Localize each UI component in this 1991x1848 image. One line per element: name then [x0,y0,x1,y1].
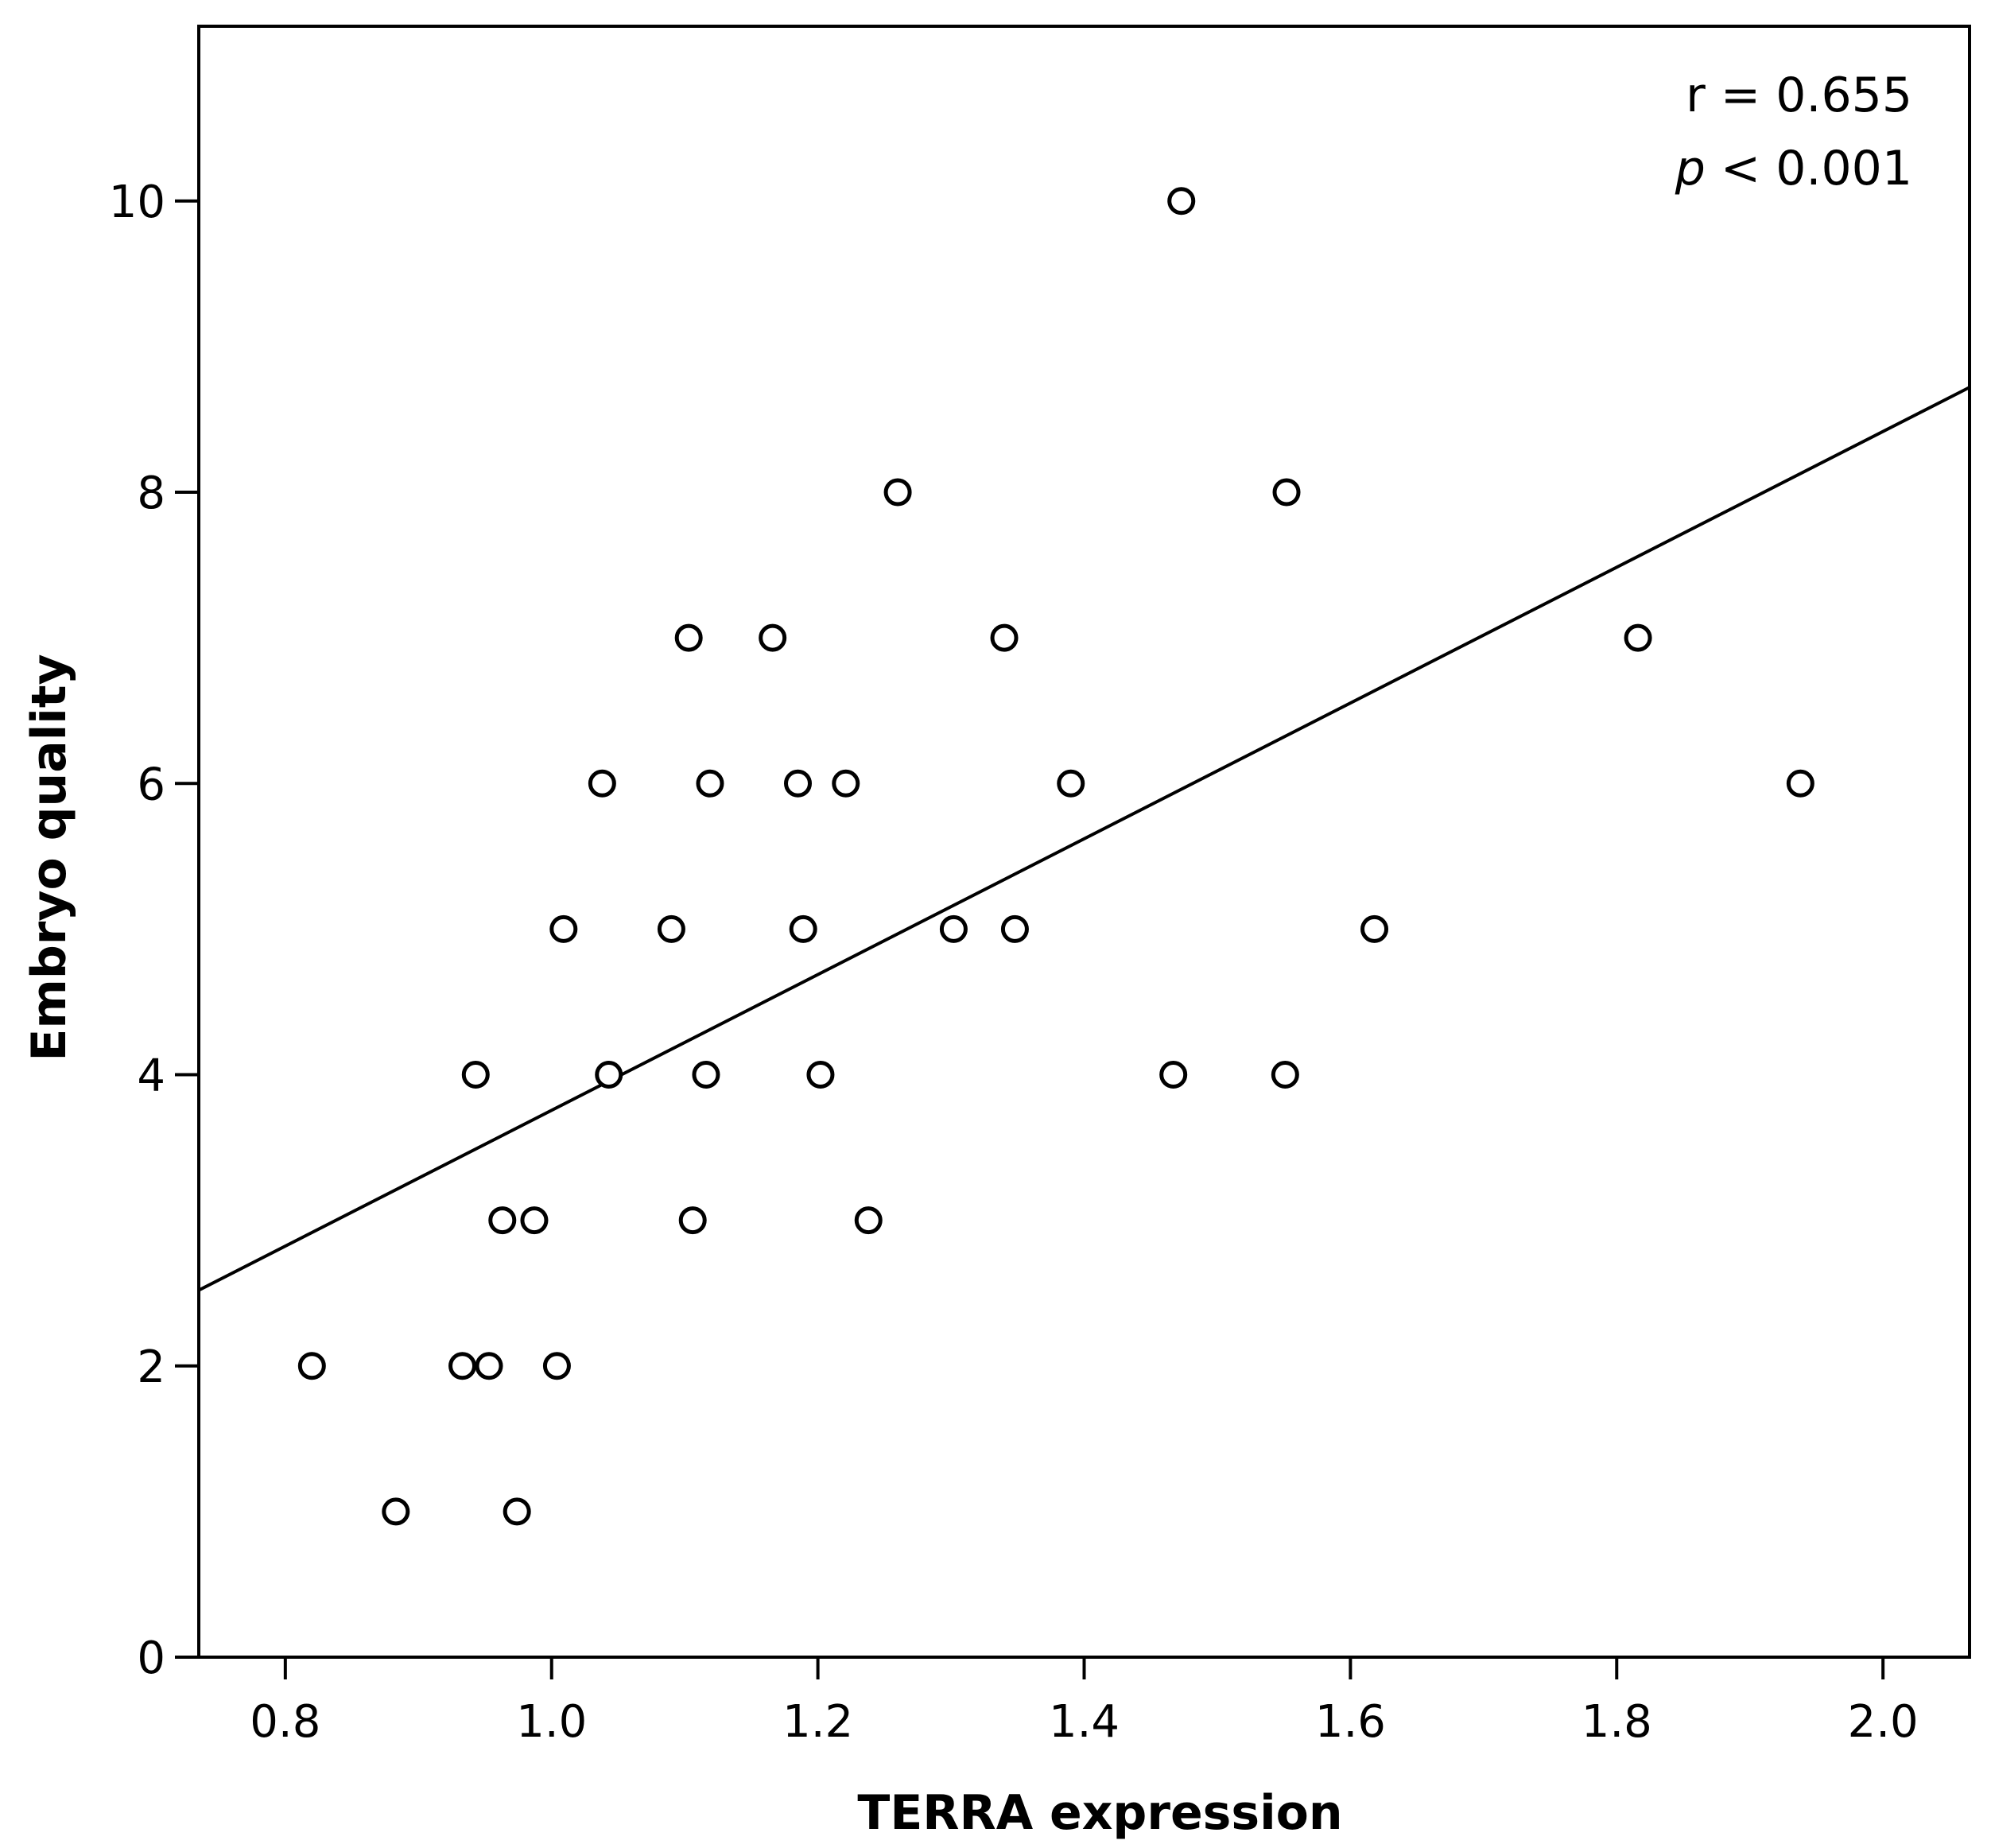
p-value-text: < 0.001 [1706,141,1912,196]
data-point [657,914,685,943]
y-axis: 0 2 4 6 8 10 [109,177,199,1684]
data-point [461,1061,490,1089]
data-point [595,1061,623,1089]
x-tick-label: 1.8 [1582,1696,1652,1748]
data-point [520,1206,549,1235]
x-tick-label: 0.8 [250,1696,320,1748]
p-value-annotation: p < 0.001 [1675,141,1912,196]
data-point [692,1061,720,1089]
x-axis: 0.8 1.0 1.2 1.4 1.6 1.8 2.0 [250,1657,1919,1748]
data-point [1271,1061,1299,1089]
x-tick-label: 1.2 [782,1696,853,1748]
data-point [759,623,787,652]
data-point [475,1352,503,1380]
data-point [382,1497,410,1526]
x-tick-label: 1.6 [1315,1696,1386,1748]
data-point [542,1352,571,1380]
x-axis-title: TERRA expression [857,1785,1342,1841]
data-point [549,914,578,943]
data-point [503,1497,531,1526]
data-point [939,914,968,943]
data-points [297,187,1814,1526]
data-point [854,1206,883,1235]
x-tick-label: 1.4 [1049,1696,1120,1748]
x-tick-label: 2.0 [1848,1696,1919,1748]
data-point [588,769,616,798]
y-tick-label: 0 [137,1633,165,1684]
y-tick-label: 10 [109,177,165,228]
x-tick-label: 1.0 [516,1696,587,1748]
y-tick-label: 6 [137,759,165,810]
data-point [806,1061,835,1089]
data-point [1272,478,1301,507]
data-point [883,478,912,507]
p-symbol: p [1675,141,1706,196]
data-point [696,769,724,798]
data-point [1159,1061,1188,1089]
data-point [674,623,703,652]
y-axis-title: Embryo quality [21,654,77,1061]
regression-line [198,386,1970,1292]
data-point [1786,769,1814,798]
plot-frame [197,25,1971,1659]
y-tick-label: 8 [137,468,165,519]
data-point [1167,187,1196,215]
y-tick-label: 4 [137,1050,165,1102]
correlation-annotation: r = 0.655 [1686,68,1912,123]
data-point [789,914,817,943]
data-point [990,623,1019,652]
data-point [1000,914,1029,943]
data-point [678,1206,707,1235]
data-point [1057,769,1085,798]
data-point [297,1352,326,1380]
data-point [488,1206,517,1235]
data-point [1360,914,1389,943]
data-point [783,769,812,798]
data-point [448,1352,477,1380]
y-tick-label: 2 [137,1341,165,1393]
data-point [1624,623,1652,652]
data-point [832,769,860,798]
